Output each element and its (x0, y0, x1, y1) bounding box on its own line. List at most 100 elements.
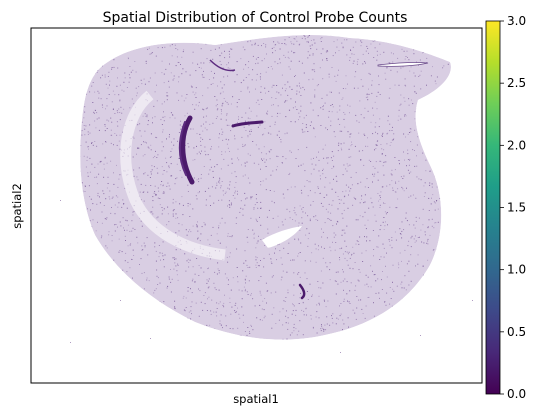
scatter-point (163, 259, 165, 261)
scatter-point (111, 121, 113, 123)
scatter-point (264, 161, 266, 163)
scatter-point (285, 158, 287, 160)
scatter-point (255, 63, 257, 65)
scatter-point (297, 149, 299, 151)
scatter-point (141, 225, 143, 227)
scatter-point (247, 86, 249, 88)
scatter-point (228, 279, 229, 281)
scatter-point (154, 72, 156, 74)
scatter-point (226, 64, 228, 66)
scatter-point (349, 59, 351, 61)
scatter-point (334, 136, 336, 138)
scatter-point (162, 192, 164, 194)
scatter-point (293, 210, 295, 211)
scatter-point (210, 313, 212, 315)
scatter-point (280, 94, 282, 96)
scatter-point (317, 115, 319, 117)
scatter-point (412, 149, 414, 151)
scatter-point (217, 85, 218, 87)
scatter-point (369, 240, 371, 242)
scatter-point (229, 151, 230, 152)
scatter-point (131, 220, 133, 222)
scatter-point (331, 111, 333, 113)
scatter-point (154, 155, 156, 157)
scatter-point (163, 73, 165, 75)
scatter-point (437, 221, 439, 223)
scatter-point (349, 190, 351, 192)
scatter-point (105, 83, 107, 85)
scatter-point (238, 116, 239, 118)
scatter-point (404, 84, 406, 86)
scatter-point (270, 66, 272, 67)
scatter-point (214, 166, 216, 168)
scatter-point (255, 79, 257, 81)
scatter-point (206, 279, 208, 281)
scatter-point (395, 207, 397, 209)
scatter-point (185, 97, 187, 99)
scatter-point (304, 185, 306, 187)
scatter-point (265, 159, 267, 161)
scatter-point (364, 284, 366, 286)
scatter-point (436, 200, 437, 202)
scatter-point (263, 158, 265, 160)
scatter-point (343, 202, 345, 204)
scatter-point (365, 305, 367, 307)
scatter-point (253, 232, 255, 234)
scatter-point (260, 294, 262, 296)
scatter-point (150, 338, 151, 339)
scatter-point (416, 176, 418, 178)
scatter-point (328, 203, 330, 205)
scatter-point (365, 145, 367, 147)
scatter-point (84, 191, 86, 192)
scatter-point (156, 275, 158, 277)
scatter-point (198, 265, 200, 266)
scatter-point (103, 168, 105, 170)
scatter-point (106, 105, 108, 107)
scatter-point (292, 107, 294, 109)
scatter-point (296, 109, 298, 110)
scatter-point (284, 39, 286, 41)
scatter-point (183, 309, 185, 311)
scatter-point (364, 61, 366, 63)
scatter-point (219, 323, 221, 325)
scatter-point (359, 271, 361, 273)
scatter-point (287, 81, 289, 83)
scatter-point (92, 102, 94, 103)
scatter-point (433, 249, 435, 251)
scatter-point (227, 75, 229, 77)
scatter-point (324, 144, 326, 146)
scatter-point (84, 128, 86, 130)
scatter-point (278, 319, 280, 321)
scatter-point (177, 279, 179, 281)
scatter-point (345, 184, 347, 186)
scatter-point (119, 134, 121, 136)
scatter-point (413, 49, 415, 51)
scatter-point (176, 56, 178, 58)
scatter-point (128, 58, 129, 60)
scatter-point (248, 107, 250, 109)
scatter-point (212, 83, 214, 84)
scatter-point (322, 48, 324, 50)
scatter-point (272, 52, 274, 54)
scatter-point (174, 117, 176, 119)
scatter-point (436, 200, 438, 201)
scatter-point (92, 219, 94, 221)
scatter-point (247, 67, 249, 69)
scatter-point (400, 176, 402, 178)
scatter-point (161, 207, 163, 208)
scatter-point (315, 215, 317, 217)
scatter-point (196, 133, 198, 135)
scatter-point (126, 220, 128, 222)
scatter-point (229, 252, 231, 254)
scatter-point (96, 203, 98, 205)
scatter-point (251, 325, 252, 327)
scatter-point (255, 256, 257, 258)
scatter-point (318, 245, 319, 247)
scatter-point (144, 172, 146, 174)
scatter-point (161, 181, 163, 182)
scatter-point (319, 175, 321, 177)
scatter-point (96, 176, 98, 178)
scatter-point (297, 273, 299, 275)
scatter-point (304, 35, 305, 37)
scatter-point (331, 160, 333, 161)
